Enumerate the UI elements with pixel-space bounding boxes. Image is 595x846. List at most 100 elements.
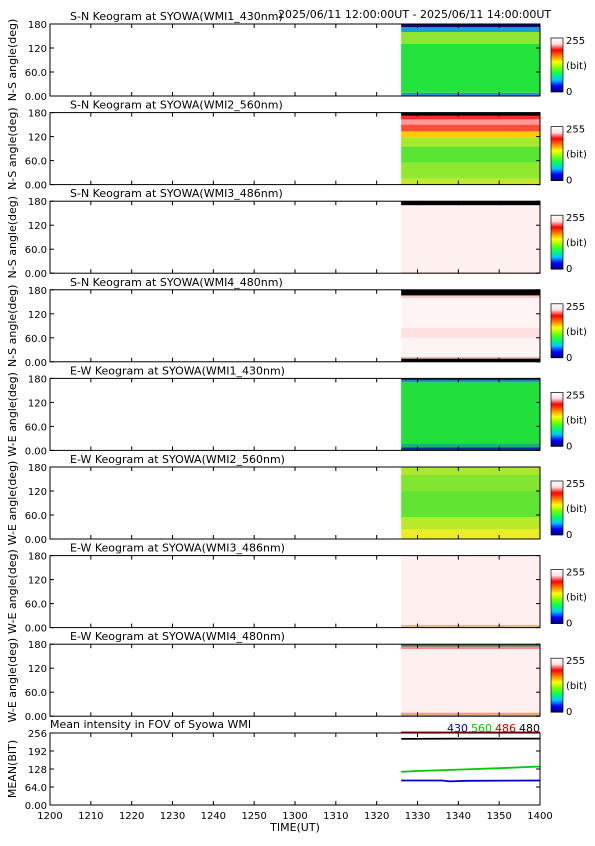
- heatmap-band: [401, 491, 540, 517]
- heatmap-band: [401, 119, 540, 124]
- keogram-panel-5: E-W Keogram at SYOWA(WMI1_430nm)0.0060.0…: [6, 364, 587, 457]
- panel-title: S-N Keogram at SYOWA(WMI1_430nm): [70, 10, 283, 23]
- x-tick-label: 1340: [446, 811, 471, 822]
- y-tick-label: 60.0: [25, 600, 47, 611]
- colorbar-min-label: 0: [566, 707, 572, 718]
- y-axis-label: W-E angle(deg): [6, 638, 19, 723]
- heatmap-band: [401, 328, 540, 338]
- x-tick-label: 1250: [241, 811, 266, 822]
- y-tick-label: 120: [28, 664, 47, 675]
- colorbar-unit-label: (bit): [566, 415, 587, 426]
- colorbar-min-label: 0: [566, 176, 572, 187]
- x-tick-label: 1350: [486, 811, 511, 822]
- y-tick-label: 0.00: [25, 535, 47, 546]
- y-tick-label: 60.0: [25, 245, 47, 256]
- y-axis-label: MEAN(BIT): [6, 740, 19, 798]
- keogram-panel-2: S-N Keogram at SYOWA(WMI2_560nm)0.0060.0…: [6, 99, 587, 192]
- x-tick-label: 1320: [364, 811, 389, 822]
- colorbar-unit-label: (bit): [566, 238, 587, 249]
- heatmap-band: [401, 475, 540, 491]
- heatmap-band: [401, 649, 540, 713]
- y-tick-label: 64.0: [25, 783, 47, 794]
- colorbar-min-label: 0: [566, 353, 572, 364]
- y-tick-label: 0.00: [25, 712, 47, 723]
- heatmap-band: [401, 27, 540, 32]
- colorbar: [551, 304, 563, 358]
- y-tick-label: 120: [28, 487, 47, 498]
- colorbar-max-label: 255: [566, 656, 585, 667]
- y-tick-label: 60.0: [25, 511, 47, 522]
- y-tick-label: 0.00: [25, 446, 47, 457]
- panel-title: S-N Keogram at SYOWA(WMI2_560nm): [70, 99, 283, 112]
- colorbar: [551, 215, 563, 269]
- panel-title: E-W Keogram at SYOWA(WMI4_480nm): [70, 630, 285, 643]
- heatmap-band: [401, 647, 540, 649]
- x-tick-label: 1240: [201, 811, 226, 822]
- y-axis-label: N-S angle(deg): [6, 19, 19, 102]
- colorbar-unit-label: (bit): [566, 61, 587, 72]
- series-560: [401, 767, 540, 772]
- colorbar: [551, 127, 563, 181]
- y-tick-label: 192: [28, 747, 47, 758]
- y-tick-label: 120: [28, 576, 47, 587]
- heatmap-band: [401, 467, 540, 475]
- y-tick-label: 180: [28, 552, 47, 563]
- heatmap-band: [401, 625, 540, 627]
- colorbar-max-label: 255: [566, 479, 585, 490]
- colorbar-min-label: 0: [566, 619, 572, 630]
- series-430: [401, 781, 540, 782]
- y-tick-label: 60.0: [25, 68, 47, 79]
- heatmap-band: [401, 290, 540, 296]
- y-axis-label: N-S angle(deg): [6, 196, 19, 279]
- panel-title: S-N Keogram at SYOWA(WMI3_486nm): [70, 187, 283, 200]
- colorbar-min-label: 0: [566, 441, 572, 452]
- y-tick-label: 60.0: [25, 422, 47, 433]
- y-tick-label: 60.0: [25, 688, 47, 699]
- keogram-panel-3: S-N Keogram at SYOWA(WMI3_486nm)0.0060.0…: [6, 187, 587, 280]
- y-tick-label: 120: [28, 310, 47, 321]
- colorbar-unit-label: (bit): [566, 504, 587, 515]
- heatmap-band: [401, 179, 540, 185]
- x-tick-label: 1310: [323, 811, 348, 822]
- keogram-panels: S-N Keogram at SYOWA(WMI1_430nm) 0.00 60.0…: [6, 10, 587, 723]
- keogram-panel-6: E-W Keogram at SYOWA(WMI2_560nm) 0.00 60.0…: [6, 453, 587, 546]
- keogram-panel-8: E-W Keogram at SYOWA(WMI4_480nm) 0.00 60.0…: [6, 630, 587, 723]
- heatmap-band: [401, 382, 540, 443]
- panel-title: E-W Keogram at SYOWA(WMI3_486nm): [70, 542, 285, 555]
- colorbar: [551, 570, 563, 624]
- heatmap-band: [401, 713, 540, 715]
- colorbar-max-label: 255: [566, 568, 585, 579]
- y-tick-label: 60.0: [25, 334, 47, 345]
- keogram-panel-7: E-W Keogram at SYOWA(WMI3_486nm) 0.00 60.0…: [6, 542, 587, 635]
- y-tick-label: 180: [28, 109, 47, 120]
- heatmap-band: [401, 125, 540, 132]
- y-tick-label: 0.00: [25, 624, 47, 635]
- heatmap-band: [401, 163, 540, 179]
- heatmap-band: [401, 131, 540, 137]
- keogram-panel-1: S-N Keogram at SYOWA(WMI1_430nm)0.0060.0…: [6, 10, 587, 103]
- heatmap-band: [401, 443, 540, 447]
- colorbar-unit-label: (bit): [566, 681, 587, 692]
- colorbar-max-label: 255: [566, 213, 585, 224]
- heatmap-band: [401, 380, 540, 382]
- colorbar-max-label: 255: [566, 36, 585, 47]
- colorbar-min-label: 0: [566, 87, 572, 98]
- y-tick-label: 60.0: [25, 157, 47, 168]
- heatmap-band: [401, 295, 540, 297]
- y-axis-label: N-S angle(deg): [6, 107, 19, 190]
- x-axis-label: TIME(UT): [269, 821, 320, 834]
- y-axis-label: W-E angle(deg): [6, 549, 19, 634]
- heatmap-band: [401, 32, 540, 44]
- colorbar-max-label: 255: [566, 390, 585, 401]
- colorbar-max-label: 255: [566, 302, 585, 313]
- colorbar-min-label: 0: [566, 530, 572, 541]
- colorbar-max-label: 255: [566, 125, 585, 136]
- panel-title: E-W Keogram at SYOWA(WMI2_560nm): [70, 453, 285, 466]
- heatmap-band: [401, 116, 540, 120]
- y-tick-label: 120: [28, 221, 47, 232]
- panel-title: S-N Keogram at SYOWA(WMI4_480nm): [70, 276, 283, 289]
- colorbar-unit-label: (bit): [566, 150, 587, 161]
- y-tick-label: 180: [28, 374, 47, 385]
